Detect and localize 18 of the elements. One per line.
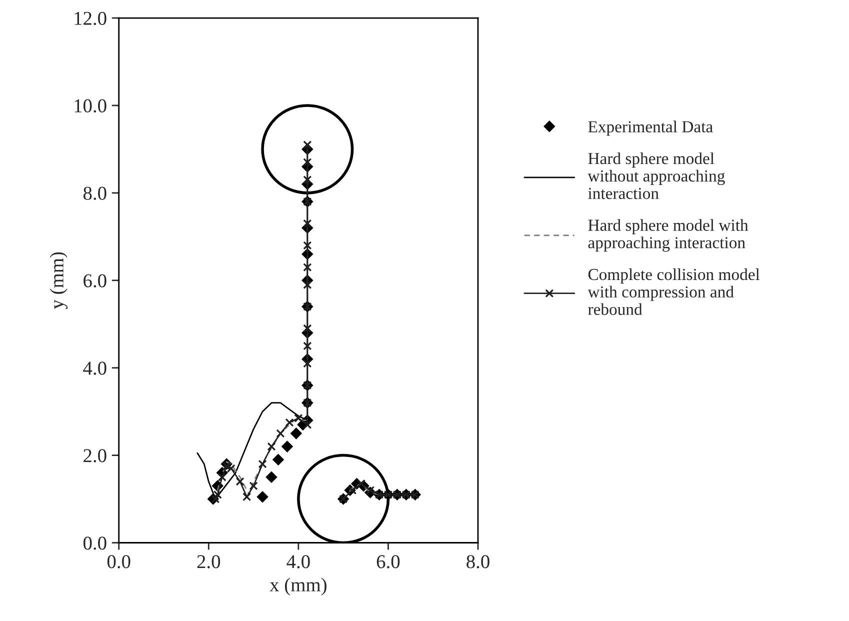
y-axis-title: y (mm) xyxy=(50,252,68,310)
legend-label: Hard sphere model without approaching interaction xyxy=(588,152,725,200)
y-tick-label: 2.0 xyxy=(84,449,106,462)
y-tick-label: 0.0 xyxy=(83,536,106,550)
x-tick-label: 6.0 xyxy=(376,555,400,568)
y-tick-label: 6.0 xyxy=(84,274,106,288)
y-tick-label: 10.0 xyxy=(74,99,106,112)
legend-label: Complete collision model with compression and rebound xyxy=(588,268,760,315)
y-tick-label: 8.0 xyxy=(83,186,106,200)
x-tick-label: 8.0 xyxy=(466,555,490,568)
y-tick-label: 12.0 xyxy=(74,12,106,26)
legend-label: Hard sphere model with approaching interaction xyxy=(588,219,748,252)
legend-label: Experimental Data xyxy=(588,120,713,136)
x-tick-label: 2.0 xyxy=(197,555,220,568)
x-tick-label: 4.0 xyxy=(286,555,310,568)
x-axis-title: x (mm) xyxy=(270,578,326,596)
x-tick-label: 0.0 xyxy=(107,555,130,568)
y-tick-label: 4.0 xyxy=(83,362,106,375)
